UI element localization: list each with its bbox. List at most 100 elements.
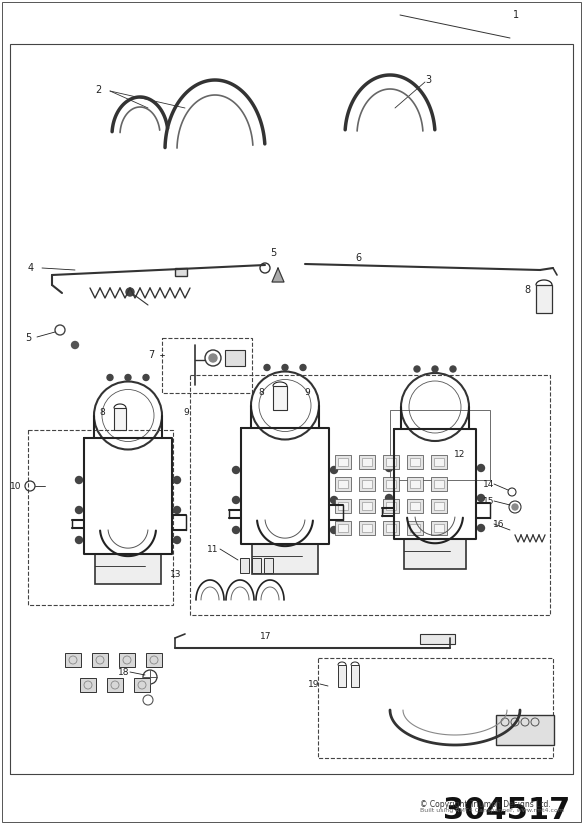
Circle shape [233,527,240,533]
Text: 12: 12 [454,450,465,459]
Bar [252,544,318,574]
Bar [383,499,399,513]
Bar [335,499,351,513]
Text: 8: 8 [258,388,264,397]
Bar [431,521,447,535]
Text: 9: 9 [304,388,310,397]
Bar [240,558,249,573]
Bar [410,524,420,532]
Bar [386,502,396,510]
Circle shape [477,465,484,471]
Bar [335,477,351,491]
Bar [119,653,135,667]
Bar [383,455,399,469]
Bar [359,499,375,513]
Bar [338,458,348,466]
Circle shape [432,366,438,372]
Bar [335,521,351,535]
Circle shape [233,466,240,474]
Text: Built using RMT4 Canspanner, www.rmt4.com: Built using RMT4 Canspanner, www.rmt4.co… [420,808,564,813]
Text: 7: 7 [148,350,154,360]
Bar [434,458,444,466]
Circle shape [512,504,518,510]
Bar [264,558,273,573]
Bar [496,715,554,745]
Circle shape [143,374,149,381]
Bar [386,458,396,466]
Bar [28,430,173,605]
Text: 18: 18 [118,668,129,677]
Circle shape [125,374,131,381]
Circle shape [450,366,456,372]
Circle shape [331,466,338,474]
Bar [431,455,447,469]
Text: 4: 4 [28,263,34,273]
Bar [359,521,375,535]
Bar [362,502,372,510]
Text: 5: 5 [25,333,31,343]
Circle shape [477,525,484,531]
Circle shape [385,465,392,471]
Text: 10: 10 [10,482,22,491]
Bar [335,455,351,469]
Bar [273,386,287,410]
Bar [431,477,447,491]
Circle shape [76,536,83,544]
Text: 1: 1 [513,10,519,20]
Text: © Copyright Triumph Designs Ltd.: © Copyright Triumph Designs Ltd. [420,800,551,809]
Bar [338,502,348,510]
Bar [404,540,466,569]
Bar [359,477,375,491]
Bar [190,375,550,615]
Text: 6: 6 [355,253,361,263]
Bar [434,480,444,488]
Bar [10,44,573,774]
Text: 8: 8 [524,285,530,295]
Text: 5: 5 [270,248,276,258]
Bar [386,524,396,532]
Text: 304517: 304517 [442,796,570,824]
Circle shape [414,366,420,372]
Bar [407,455,423,469]
Bar [407,477,423,491]
Circle shape [477,494,484,502]
Bar [407,499,423,513]
Text: 15: 15 [483,497,494,506]
Circle shape [76,476,83,484]
Circle shape [209,354,217,362]
Bar [431,499,447,513]
Circle shape [331,527,338,533]
Bar [114,408,126,430]
Bar [362,458,372,466]
Bar [338,480,348,488]
Bar [420,634,455,644]
Bar [390,410,490,480]
Bar [80,678,96,692]
Bar [383,521,399,535]
Circle shape [107,374,113,381]
Bar [134,678,150,692]
Bar [362,524,372,532]
Bar [359,455,375,469]
Bar [338,524,348,532]
Bar [383,477,399,491]
Bar [225,350,245,366]
Text: 13: 13 [170,570,181,579]
Circle shape [233,497,240,503]
Bar [92,653,108,667]
Text: 2: 2 [95,85,101,95]
Bar [318,658,553,758]
Bar [351,665,359,687]
Text: 16: 16 [493,520,504,529]
Bar [410,458,420,466]
Bar [407,521,423,535]
Text: 3: 3 [425,75,431,85]
Text: 14: 14 [483,480,494,489]
Bar [434,502,444,510]
Circle shape [174,507,181,513]
Text: 17: 17 [260,632,272,641]
Polygon shape [272,268,284,282]
Bar [162,338,252,393]
Bar [338,665,346,687]
Bar [175,268,187,276]
